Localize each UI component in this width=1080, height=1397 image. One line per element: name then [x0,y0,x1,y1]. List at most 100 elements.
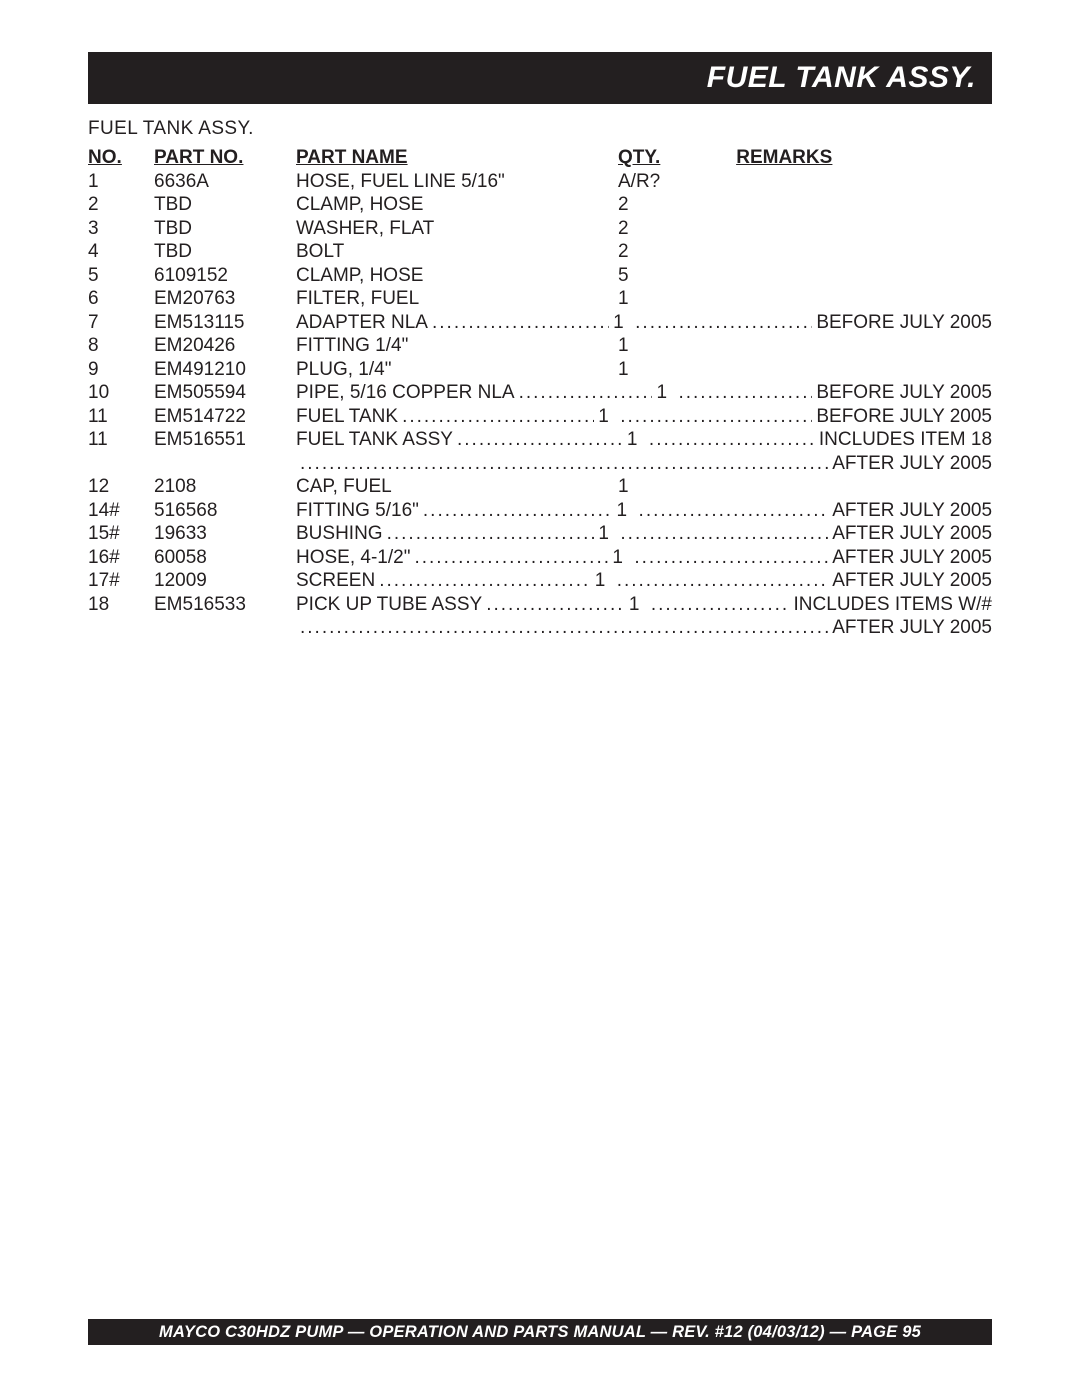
cell-part-no: EM491210 [154,358,296,382]
table-row: 4TBDBOLT2 [88,240,992,264]
table-row: 10EM505594PIPE, 5/16 COPPER NLA 1 BEFORE J… [88,381,992,405]
cell-part-name: BOLT [296,240,618,264]
table-row: 11EM514722FUEL TANK1BEFORE JULY 2005 [88,405,992,429]
col-header-name: PART NAME [296,146,408,170]
cell-no: 8 [88,334,154,358]
cell-part-no: EM516551 [154,428,296,452]
cell-qty: 1 [612,546,630,570]
cell-part-no: 6109152 [154,264,296,288]
cell-part-no: 516568 [154,499,296,523]
table-row: 16636AHOSE, FUEL LINE 5/16"A/R? [88,170,992,194]
cell-part-name: HOSE, 4-1/2" [296,546,410,570]
leader-dots [639,499,829,523]
cell-part-no: TBD [154,193,296,217]
cell-remarks: INCLUDES ITEM 18 [819,428,992,452]
leader-dots [519,381,653,405]
cell-part-no: TBD [154,217,296,241]
leader-dots [402,405,594,429]
cell-part-name: FUEL TANK ASSY [296,428,453,452]
cell-part-name: CLAMP, HOSE [296,264,618,288]
leader-dots [678,381,812,405]
cell-part-no: TBD [154,240,296,264]
cell-qty: 1 [595,569,613,593]
cell-remarks: AFTER JULY 2005 [832,569,992,593]
cell-no: 15# [88,522,154,546]
table-row: AFTER JULY 2005 [88,452,992,476]
leader-dots [300,616,828,640]
footer-bar: MAYCO C30HDZ PUMP — OPERATION AND PARTS … [88,1319,992,1345]
table-row: 3TBDWASHER, FLAT2 [88,217,992,241]
page-title: FUEL TANK ASSY. [707,61,976,95]
cell-part-name: FILTER, FUEL [296,287,618,311]
cell-qty: 1 [629,593,647,617]
cell-no [88,616,154,640]
cell-remarks: AFTER JULY 2005 [832,499,992,523]
cell-qty: 1 [598,522,616,546]
cell-no: 11 [88,405,154,429]
col-header-part: PART NO. [154,146,296,170]
cell-qty: 1 [598,405,616,429]
table-row: 122108CAP, FUEL1 [88,475,992,499]
cell-qty: 2 [618,193,636,217]
cell-no: 5 [88,264,154,288]
table-row: 6EM20763FILTER, FUEL1 [88,287,992,311]
table-row: 18EM516533PICK UP TUBE ASSY1INCLUDES ITE… [88,593,992,617]
cell-part-no: EM505594 [154,381,296,405]
cell-part-name: CLAMP, HOSE [296,193,618,217]
leader-dots [414,546,608,570]
cell-part-name: SCREEN [296,569,375,593]
cell-qty: 1 [618,358,636,382]
cell-remarks: AFTER JULY 2005 [832,522,992,546]
cell-part-name: ADAPTER NLA [296,311,428,335]
cell-part-name: PIPE, 5/16 COPPER NLA [296,381,515,405]
cell-no: 12 [88,475,154,499]
cell-no: 4 [88,240,154,264]
col-header-qty: QTY. [618,146,660,170]
leader-dots [634,546,828,570]
table-row: 8EM20426FITTING 1/4"1 [88,334,992,358]
cell-remarks: BEFORE JULY 2005 [816,381,992,405]
cell-part-name: PLUG, 1/4" [296,358,618,382]
cell-qty: 2 [618,217,636,241]
cell-part-name: FITTING 5/16" [296,499,419,523]
leader-dots [620,405,812,429]
table-row: 7EM513115ADAPTER NLA1BEFORE JULY 2005 [88,311,992,335]
cell-part-no: 60058 [154,546,296,570]
cell-qty: 1 [656,381,674,405]
cell-part-no [154,452,296,476]
table-row: 56109152CLAMP, HOSE5 [88,264,992,288]
cell-no: 10 [88,381,154,405]
cell-qty: 1 [618,287,636,311]
cell-part-name: HOSE, FUEL LINE 5/16" [296,170,618,194]
cell-part-no: EM516533 [154,593,296,617]
cell-part-no: EM513115 [154,311,296,335]
leader-dots [300,452,828,476]
leader-dots [649,428,815,452]
cell-part-name: FITTING 1/4" [296,334,618,358]
cell-part-no: EM514722 [154,405,296,429]
cell-no: 14# [88,499,154,523]
cell-no: 17# [88,569,154,593]
cell-no: 11 [88,428,154,452]
cell-remarks: INCLUDES ITEMS W/# [794,593,992,617]
cell-no: 1 [88,170,154,194]
leader-dots [620,522,828,546]
table-row: 9EM491210PLUG, 1/4"1 [88,358,992,382]
cell-qty: 1 [618,334,636,358]
cell-no [88,452,154,476]
section-subtitle: FUEL TANK ASSY. [88,118,992,140]
table-row: 16#60058HOSE, 4-1/2"1AFTER JULY 2005 [88,546,992,570]
cell-part-no [154,616,296,640]
cell-qty: 1 [613,311,631,335]
table-header-row: NO. PART NO. PART NAME QTY. REMARKS [88,146,992,170]
cell-no: 9 [88,358,154,382]
cell-part-no: EM20763 [154,287,296,311]
col-header-no: NO. [88,146,154,170]
cell-qty: 1 [627,428,645,452]
cell-qty: A/R? [618,170,636,194]
leader-dots [457,428,623,452]
cell-no: 18 [88,593,154,617]
leader-dots [651,593,790,617]
cell-no: 7 [88,311,154,335]
cell-part-name: FUEL TANK [296,405,398,429]
